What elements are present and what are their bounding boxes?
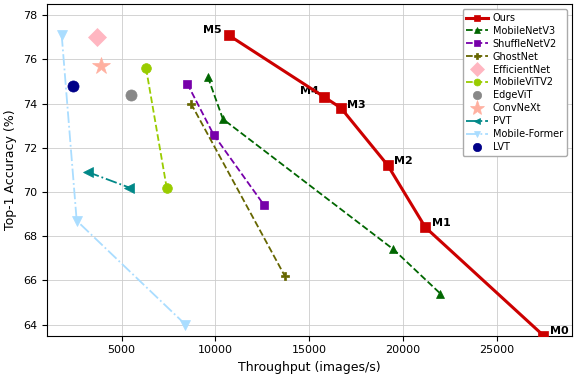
MobileViTV2 (163, 185, 170, 190)
MobileNetV3 (219, 117, 226, 121)
Ours (384, 163, 391, 168)
Mobile-Former (73, 218, 80, 223)
ShuffleNetV2 (184, 81, 191, 86)
Line: PVT: PVT (83, 167, 134, 192)
Ours (321, 94, 328, 99)
Line: MobileViTV2: MobileViTV2 (141, 64, 172, 192)
Mobile-Former (58, 33, 65, 37)
ShuffleNetV2 (261, 203, 268, 208)
Ours (225, 33, 232, 37)
ShuffleNetV2 (210, 132, 217, 137)
Mobile-Former (182, 322, 189, 327)
Text: M3: M3 (347, 100, 365, 110)
MobileNetV3 (437, 291, 444, 296)
Ours (338, 106, 344, 110)
Text: M1: M1 (432, 218, 450, 228)
Y-axis label: Top-1 Accuracy (%): Top-1 Accuracy (%) (4, 110, 17, 230)
MobileNetV3 (204, 75, 211, 79)
Line: MobileNetV3: MobileNetV3 (204, 73, 445, 298)
GhostNet (281, 274, 288, 278)
Ours (422, 225, 429, 229)
Line: Mobile-Former: Mobile-Former (57, 30, 190, 329)
Line: GhostNet: GhostNet (187, 99, 289, 280)
Text: M5: M5 (203, 25, 222, 34)
Text: M0: M0 (550, 326, 569, 336)
X-axis label: Throughput (images/s): Throughput (images/s) (238, 361, 380, 374)
Text: M4: M4 (300, 87, 319, 96)
GhostNet (188, 101, 195, 106)
PVT (126, 185, 132, 190)
Text: M2: M2 (395, 156, 413, 166)
Line: Ours: Ours (223, 30, 548, 341)
PVT (85, 170, 92, 174)
MobileNetV3 (390, 247, 397, 252)
MobileViTV2 (143, 66, 150, 71)
Ours (540, 333, 547, 338)
Legend: Ours, MobileNetV3, ShuffleNetV2, GhostNet, EfficientNet, MobileViTV2, EdgeViT, C: Ours, MobileNetV3, ShuffleNetV2, GhostNe… (463, 9, 567, 156)
Line: ShuffleNetV2: ShuffleNetV2 (183, 79, 268, 209)
